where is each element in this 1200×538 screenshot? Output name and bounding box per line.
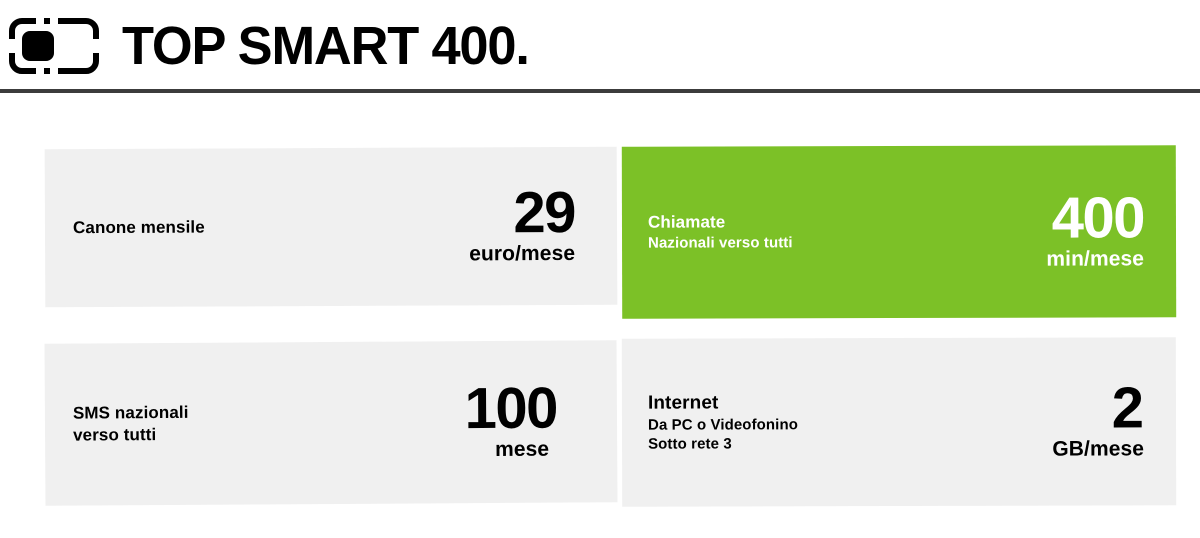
card-value-unit: euro/mese bbox=[469, 241, 576, 266]
card-label-group: Internet Da PC o Videofonino Sotto rete … bbox=[648, 391, 1052, 454]
page-header: TOP SMART 400. bbox=[0, 0, 1200, 92]
card-title: Internet bbox=[647, 392, 719, 414]
page-title: TOP SMART 400. bbox=[122, 16, 530, 76]
card-title: Canone mensile bbox=[72, 217, 205, 238]
offer-card-grid: Canone mensile 29 euro/mese Chiamate Naz… bbox=[0, 130, 1200, 530]
card-value-number: 2 bbox=[1111, 375, 1145, 441]
tre-brand-logo-icon bbox=[9, 18, 99, 74]
card-sms-nazionali[interactable]: SMS nazionali verso tutti 100 mese bbox=[44, 340, 618, 506]
header-divider bbox=[0, 89, 1200, 93]
card-value-number: 29 bbox=[513, 180, 576, 246]
card-value-group: 2 GB/mese bbox=[1052, 375, 1145, 462]
card-title: Chiamate bbox=[647, 212, 726, 233]
card-value-number: 400 bbox=[1051, 185, 1145, 251]
card-chiamate[interactable]: Chiamate Nazionali verso tutti 400 min/m… bbox=[621, 145, 1177, 319]
card-label-group: Chiamate Nazionali verso tutti bbox=[648, 211, 1046, 253]
card-subtitle: Nazionali verso tutti bbox=[648, 234, 793, 252]
card-label-group: SMS nazionali verso tutti bbox=[73, 400, 465, 446]
card-internet[interactable]: Internet Da PC o Videofonino Sotto rete … bbox=[621, 337, 1177, 507]
card-label-group: Canone mensile bbox=[73, 216, 469, 239]
card-subtitle: Da PC o Videofonino Sotto rete 3 bbox=[647, 416, 798, 453]
card-value-group: 400 min/mese bbox=[1046, 185, 1145, 272]
card-value-unit: min/mese bbox=[1046, 246, 1145, 271]
card-value-group: 100 mese bbox=[464, 375, 558, 462]
card-value-number: 100 bbox=[464, 375, 558, 442]
card-canone-mensile[interactable]: Canone mensile 29 euro/mese bbox=[44, 146, 618, 308]
card-value-group: 29 euro/mese bbox=[469, 180, 576, 266]
card-value-unit: GB/mese bbox=[1052, 436, 1145, 461]
card-title: SMS nazionali verso tutti bbox=[72, 403, 189, 445]
